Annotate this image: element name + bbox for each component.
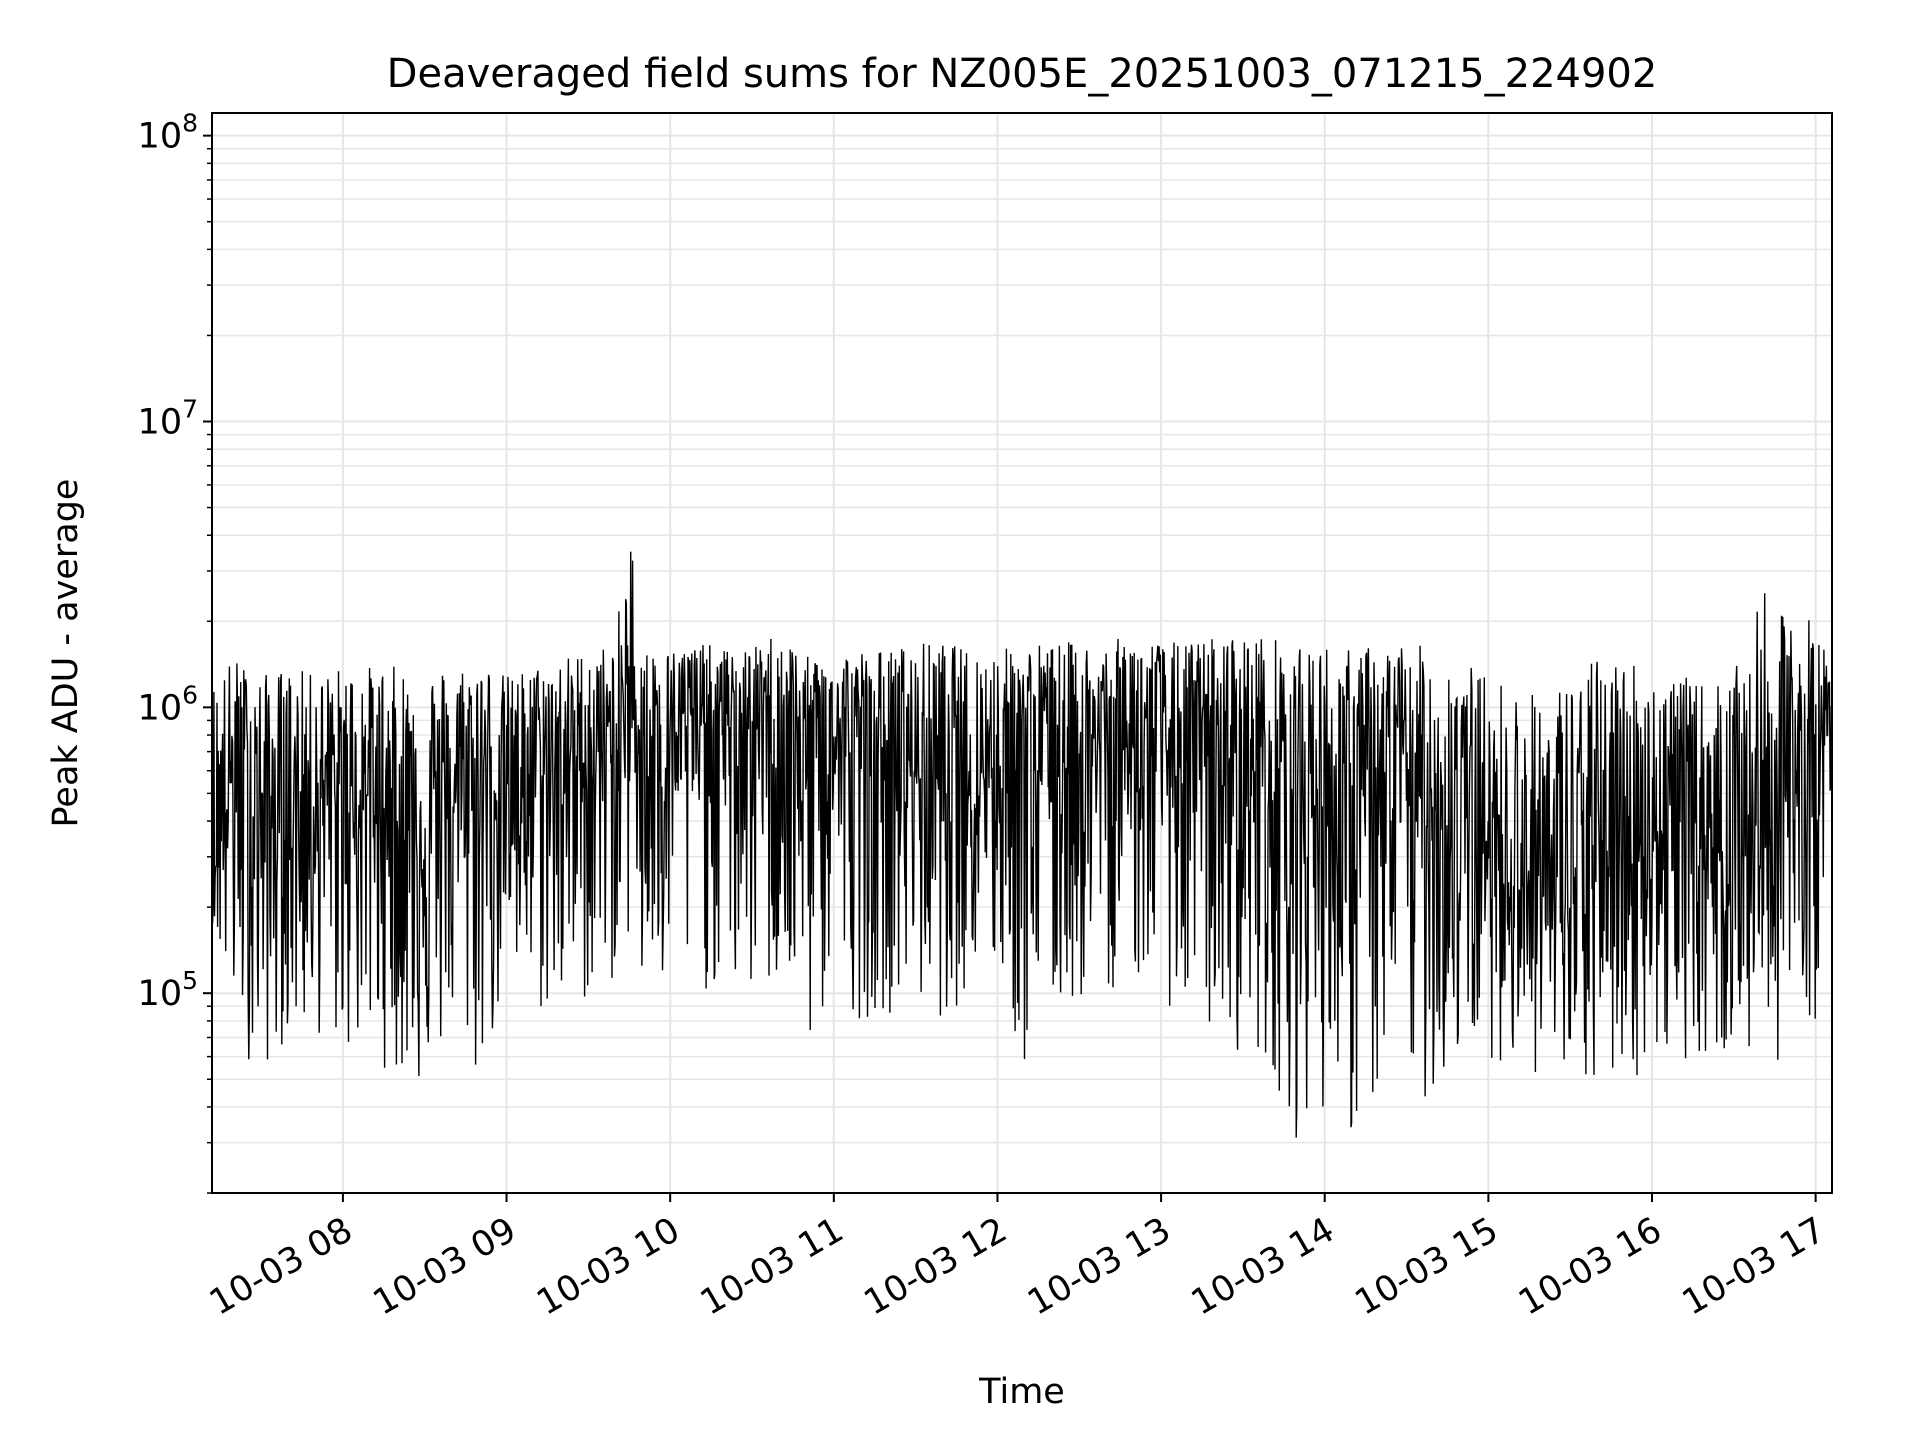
y-tick-label: 108 — [138, 109, 198, 157]
series-line — [212, 551, 1832, 1138]
y-axis-label: Peak ADU - average — [46, 479, 86, 828]
x-axis-label: Time — [978, 1372, 1065, 1412]
y-tick-label: 106 — [138, 680, 198, 728]
chart-title: Deaveraged field sums for NZ005E_2025100… — [387, 51, 1658, 97]
y-tick-label: 107 — [138, 394, 198, 442]
y-tick-label: 105 — [138, 966, 198, 1014]
y-axis: 105 106 107 108 — [138, 109, 212, 1194]
plot-area-frame — [211, 112, 1833, 1194]
series-layer — [212, 551, 1832, 1138]
